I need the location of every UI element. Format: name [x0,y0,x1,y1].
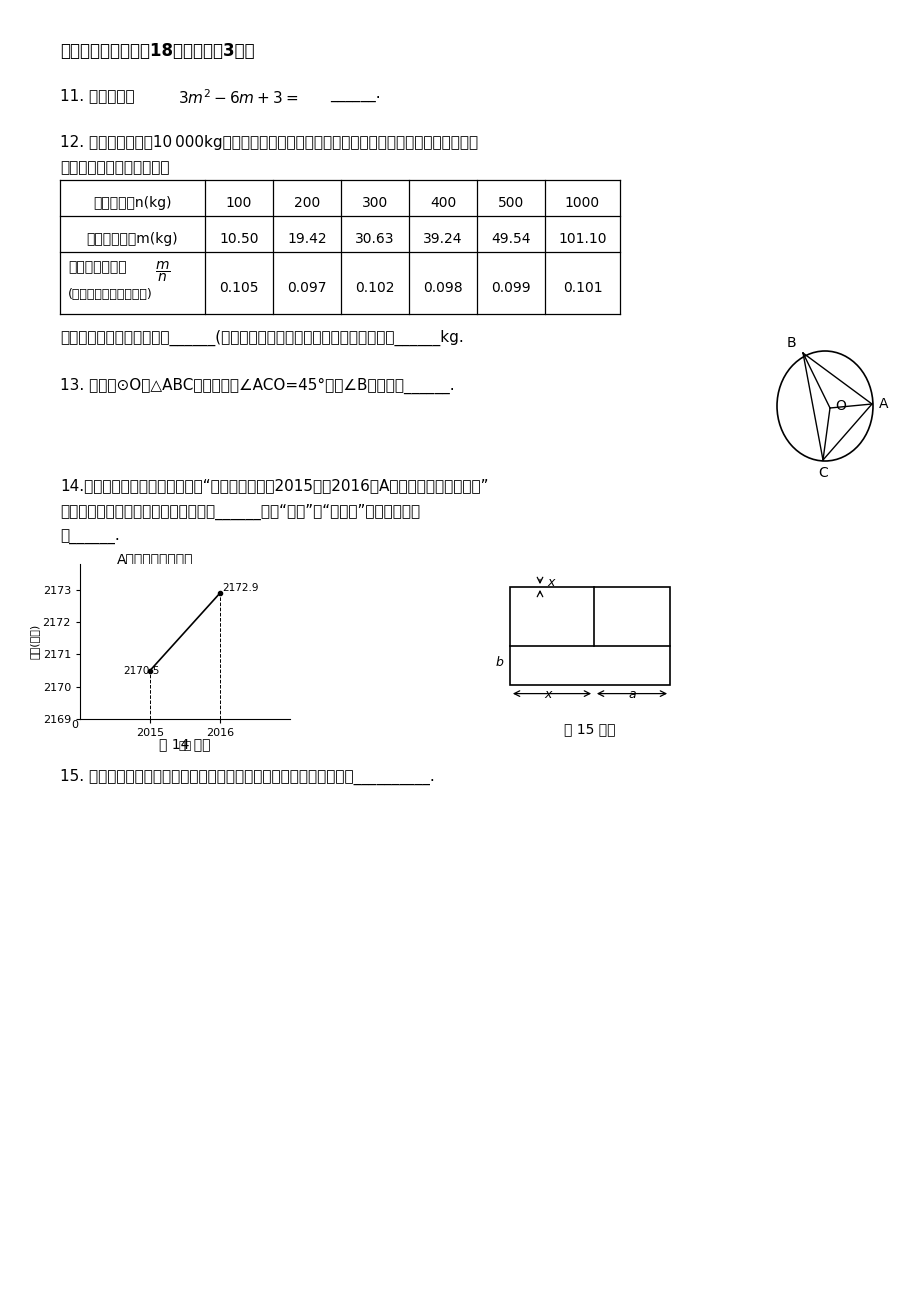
Text: 30.63: 30.63 [355,232,394,246]
Text: 200: 200 [293,197,320,210]
Text: b: b [495,656,504,669]
Text: 是______.: 是______. [60,530,119,546]
Text: ______.: ______. [330,89,380,103]
Text: 第 14 题图: 第 14 题图 [159,737,210,751]
Text: 你认为这位同学的说法是否合理？答：______（填“合理”或“不合理”），你的理由: 你认为这位同学的说法是否合理？答：______（填“合理”或“不合理”），你的理… [60,504,420,521]
Text: O: O [834,398,845,413]
Text: 0.102: 0.102 [355,281,394,296]
Text: (结果保留小数点后三位): (结果保留小数点后三位) [68,288,153,301]
Text: 14.某同学看了下面的统计图说：“这幅图显示，从2015年到2016年A市常住人口大幅增加。”: 14.某同学看了下面的统计图说：“这幅图显示，从2015年到2016年A市常住人… [60,478,488,493]
X-axis label: 年份: 年份 [178,741,191,751]
Text: 二、填空题（本题共18分，每小题3分）: 二、填空题（本题共18分，每小题3分） [60,42,255,60]
Text: 2172.9: 2172.9 [221,583,258,594]
Text: $\dfrac{m}{n}$: $\dfrac{m}{n}$ [154,260,170,284]
Text: 39.24: 39.24 [423,232,462,246]
Bar [509,587,669,685]
Text: 1000: 1000 [564,197,599,210]
Text: 11. 因式分解：: 11. 因式分解： [60,89,134,103]
Text: 19.42: 19.42 [287,232,326,246]
Text: 0.097: 0.097 [287,281,326,296]
Text: a: a [628,689,635,702]
Text: 15. 如图，图中的四边形都是矩形，根据图形，写出一个正确的等式：__________.: 15. 如图，图中的四边形都是矩形，根据图形，写出一个正确的等式：_______… [60,769,435,785]
Text: 2170.5: 2170.5 [123,665,160,676]
Text: 300: 300 [361,197,388,210]
Text: 0.105: 0.105 [219,281,258,296]
Text: 500: 500 [497,197,524,210]
Text: $3m^2-6m+3=$: $3m^2-6m+3=$ [177,89,298,107]
Text: 损坏苹果质量m(kg): 损坏苹果质量m(kg) [86,232,178,246]
Text: 行统计，部分结果如下表：: 行统计，部分结果如下表： [60,160,169,174]
Text: x: x [547,575,554,589]
Text: 0.098: 0.098 [423,281,462,296]
Text: A市常住人口统计图: A市常住人口统计图 [117,552,193,566]
Text: 101.10: 101.10 [558,232,607,246]
Text: 0.101: 0.101 [562,281,602,296]
Y-axis label: 人数(万人): 人数(万人) [29,624,40,659]
Text: 第 15 题图: 第 15 题图 [563,723,615,736]
Text: 0.099: 0.099 [491,281,530,296]
Text: 49.54: 49.54 [491,232,530,246]
Text: C: C [817,466,827,480]
Text: 0: 0 [72,720,78,730]
Text: 400: 400 [429,197,456,210]
Text: 苹果总质量n(kg): 苹果总质量n(kg) [93,197,172,210]
Text: B: B [786,336,795,350]
Text: 苹果损坏的频率: 苹果损坏的频率 [68,260,127,273]
Text: 10.50: 10.50 [219,232,258,246]
Text: 估计这批苹果损坏的概率为______(结果保留小数点后一位），损坏的苹果约有______kg.: 估计这批苹果损坏的概率为______(结果保留小数点后一位），损坏的苹果约有__… [60,329,463,346]
Text: 100: 100 [225,197,252,210]
Text: A: A [878,397,888,411]
Text: 13. 如图，⊙O是△ABC的外接圆，∠ACO=45°，则∠B的度数为______.: 13. 如图，⊙O是△ABC的外接圆，∠ACO=45°，则∠B的度数为_____… [60,378,454,395]
Text: x: x [544,689,551,702]
Text: 12. 某水果公司购进10 000kg苹果，公司想知道苹果的损坏率，从所有苹果中随机抽取若干进: 12. 某水果公司购进10 000kg苹果，公司想知道苹果的损坏率，从所有苹果中… [60,135,478,150]
